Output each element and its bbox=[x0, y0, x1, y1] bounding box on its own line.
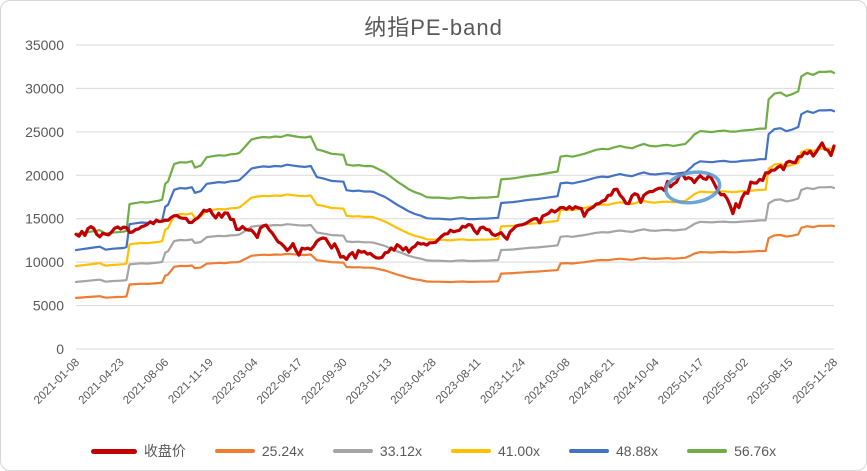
x-tick-label: 2025-01-17 bbox=[656, 357, 706, 407]
x-tick-label: 2023-04-28 bbox=[389, 357, 439, 407]
x-tick-label: 2024-10-04 bbox=[612, 356, 663, 407]
legend-label-band-41x: 41.00x bbox=[497, 443, 541, 459]
x-tick-label: 2021-04-23 bbox=[77, 357, 127, 407]
legend-item-close-price: 收盘价 bbox=[90, 441, 186, 461]
y-tick-label: 30000 bbox=[25, 80, 64, 96]
x-tick-label: 2024-06-21 bbox=[567, 357, 617, 407]
y-tick-label: 25000 bbox=[25, 124, 64, 140]
legend-swatch-band-25x bbox=[214, 449, 255, 453]
legend-label-band-48x: 48.88x bbox=[616, 443, 659, 459]
legend-swatch-band-48x bbox=[569, 449, 610, 453]
series-band-56.76x bbox=[74, 70, 836, 236]
series-band-25.24x bbox=[74, 224, 836, 299]
y-tick-label: 35000 bbox=[25, 37, 64, 53]
x-tick-label: 2023-08-11 bbox=[434, 357, 483, 406]
legend-label-close-price: 收盘价 bbox=[143, 443, 186, 459]
x-tick-label: 2022-06-17 bbox=[255, 357, 305, 407]
legend-swatch-band-33x bbox=[332, 449, 373, 453]
y-tick-label: 10000 bbox=[25, 254, 64, 270]
y-tick-label: 15000 bbox=[25, 211, 64, 227]
legend-item-band-33x: 33.12x bbox=[332, 443, 422, 459]
x-tick-label: 2025-11-28 bbox=[791, 357, 840, 406]
chart-title: 纳指PE-band bbox=[364, 15, 503, 40]
legend-label-band-25x: 25.24x bbox=[261, 443, 304, 459]
legend-item-band-25x: 25.24x bbox=[214, 443, 304, 459]
x-tick-label: 2022-09-30 bbox=[300, 357, 350, 407]
x-tick-label: 2021-01-08 bbox=[32, 357, 82, 407]
x-tick-label: 2023-11-24 bbox=[479, 356, 529, 406]
y-tick-label: 5000 bbox=[33, 298, 64, 314]
series-band-33.12x bbox=[74, 185, 836, 284]
legend-item-band-48x: 48.88x bbox=[569, 443, 658, 459]
x-tick-label: 2022-03-04 bbox=[210, 356, 261, 407]
legend-item-band-41x: 41.00x bbox=[450, 443, 541, 459]
series-band-48.88x bbox=[74, 108, 836, 252]
legend-label-band-56x: 56.76x bbox=[734, 443, 777, 459]
x-tick-label: 2023-01-13 bbox=[344, 357, 394, 407]
x-tick-label: 2024-03-08 bbox=[523, 357, 573, 407]
legend-swatch-band-41x bbox=[450, 449, 491, 453]
chart-legend: 收盘价 25.24x 33.12x 41.00x 48.88x 56.76x bbox=[1, 441, 866, 461]
annotation-ellipse bbox=[664, 170, 722, 205]
series-close-price bbox=[74, 141, 836, 261]
legend-swatch-band-56x bbox=[687, 449, 728, 453]
x-tick-label: 2021-08-06 bbox=[121, 357, 171, 407]
legend-swatch-close-price bbox=[90, 448, 137, 454]
y-tick-label: 0 bbox=[56, 341, 64, 357]
series-band-41.00x bbox=[74, 147, 836, 268]
x-tick-label: 2021-11-19 bbox=[166, 357, 215, 406]
x-tick-label: 2025-08-15 bbox=[745, 357, 795, 407]
legend-label-band-33x: 33.12x bbox=[379, 443, 422, 459]
y-tick-label: 20000 bbox=[25, 167, 64, 183]
legend-item-band-56x: 56.76x bbox=[687, 443, 776, 459]
x-tick-label: 2025-05-02 bbox=[701, 357, 751, 407]
